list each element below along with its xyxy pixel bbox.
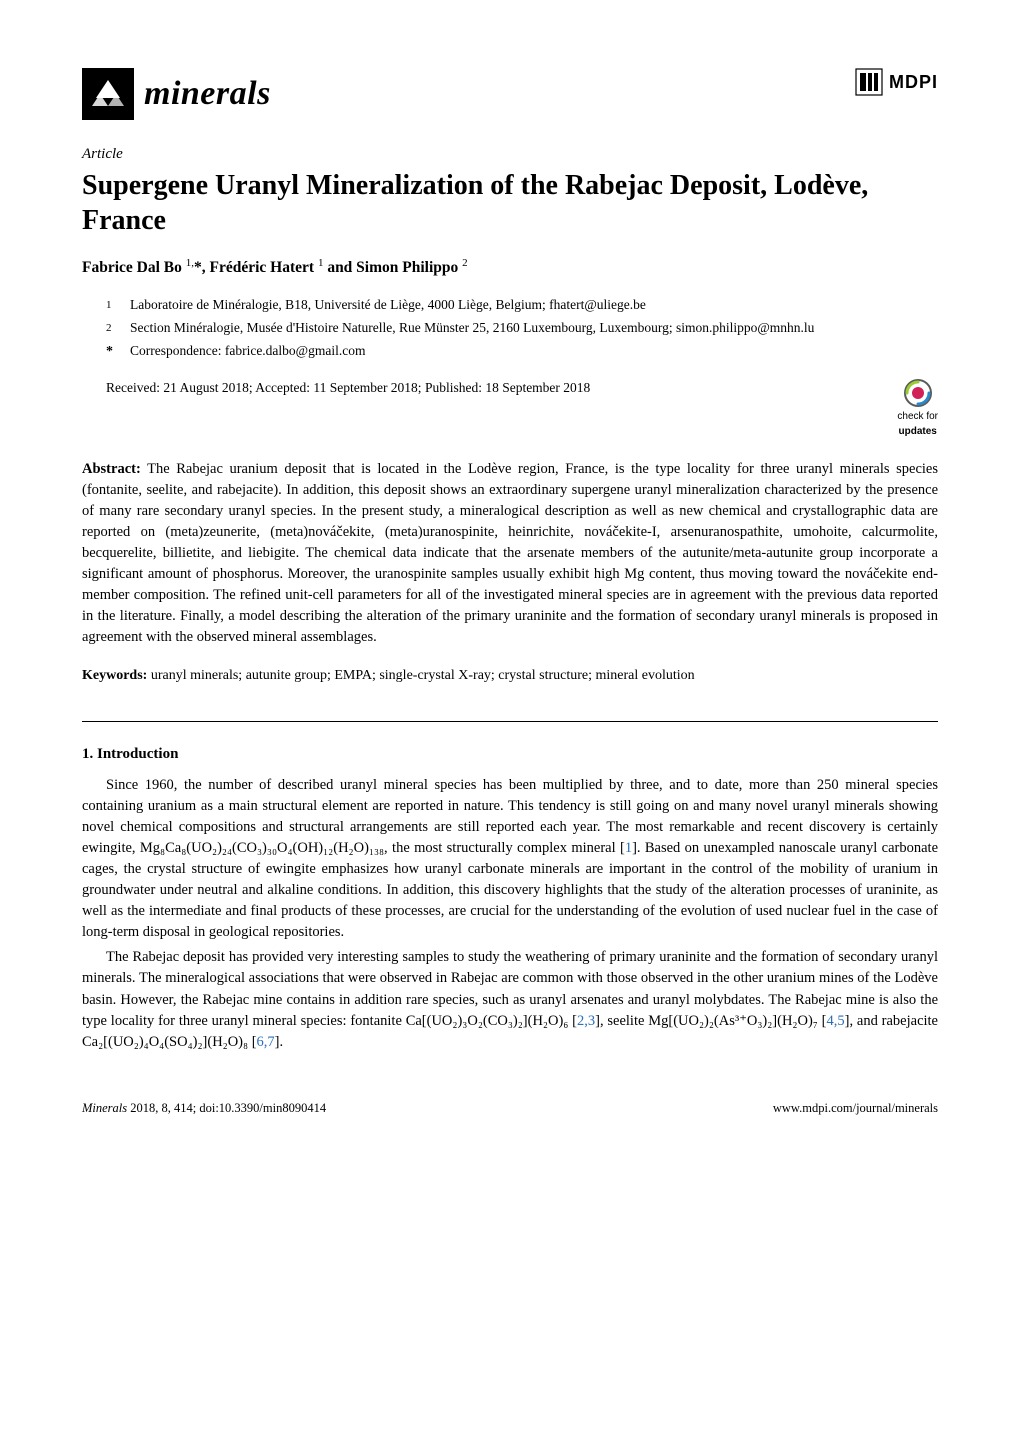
header-row: minerals MDPI (82, 68, 938, 120)
publication-dates: Received: 21 August 2018; Accepted: 11 S… (106, 378, 590, 398)
badge-line1: check for (897, 411, 938, 422)
page-container: minerals MDPI Article Supergene Uranyl M… (0, 0, 1020, 1157)
intro-para-2: The Rabejac deposit has provided very in… (82, 947, 938, 1052)
ref-link[interactable]: 6,7 (257, 1034, 275, 1050)
footer-left: Minerals 2018, 8, 414; doi:10.3390/min80… (82, 1099, 326, 1117)
journal-logo-mark (82, 68, 134, 120)
intro-para-1: Since 1960, the number of described uran… (82, 775, 938, 943)
keywords-label: Keywords: (82, 668, 147, 683)
mdpi-icon (855, 68, 883, 96)
affiliation-row: 1 Laboratoire de Minéralogie, B18, Unive… (106, 295, 938, 316)
affil-marker: 2 (106, 318, 130, 339)
keywords-text: uranyl minerals; autunite group; EMPA; s… (151, 668, 695, 683)
correspondence-row: * Correspondence: fabrice.dalbo@gmail.co… (106, 341, 938, 362)
article-type: Article (82, 144, 938, 166)
article-title: Supergene Uranyl Mineralization of the R… (82, 168, 938, 238)
dates-row: Received: 21 August 2018; Accepted: 11 S… (106, 378, 938, 439)
journal-logo: minerals (82, 68, 271, 120)
footer-citation: 2018, 8, 414; doi:10.3390/min8090414 (127, 1101, 326, 1115)
affil-text: Section Minéralogie, Musée d'Histoire Na… (130, 318, 938, 339)
badge-line2: updates (897, 425, 938, 440)
abstract-paragraph: Abstract: The Rabejac uranium deposit th… (82, 459, 938, 648)
mdpi-text: MDPI (889, 69, 938, 95)
footer-right: www.mdpi.com/journal/minerals (773, 1099, 938, 1117)
journal-logo-text: minerals (144, 69, 271, 118)
affil-marker: 1 (106, 295, 130, 316)
affil-text: Laboratoire de Minéralogie, B18, Univers… (130, 295, 938, 316)
check-updates-badge[interactable]: check for updates (897, 378, 938, 439)
ref-link[interactable]: 4,5 (826, 1013, 844, 1029)
authors-line: Fabrice Dal Bo 1,*, Frédéric Hatert 1 an… (82, 256, 938, 280)
footer-journal: Minerals (82, 1101, 127, 1115)
corr-marker: * (106, 341, 130, 362)
publisher-logo: MDPI (855, 68, 938, 96)
corr-text: Correspondence: fabrice.dalbo@gmail.com (130, 341, 938, 362)
ref-link[interactable]: 2,3 (577, 1013, 595, 1029)
keywords-line: Keywords: uranyl minerals; autunite grou… (82, 666, 938, 686)
footer-url[interactable]: www.mdpi.com/journal/minerals (773, 1101, 938, 1115)
abstract-label: Abstract: (82, 461, 141, 477)
page-footer: Minerals 2018, 8, 414; doi:10.3390/min80… (82, 1093, 938, 1117)
ref-link[interactable]: 1 (625, 840, 632, 856)
affiliation-row: 2 Section Minéralogie, Musée d'Histoire … (106, 318, 938, 339)
section-heading-intro: 1. Introduction (82, 744, 938, 766)
abstract-text: The Rabejac uranium deposit that is loca… (82, 461, 938, 645)
check-updates-icon (903, 378, 933, 408)
affiliations-block: 1 Laboratoire de Minéralogie, B18, Unive… (106, 295, 938, 362)
